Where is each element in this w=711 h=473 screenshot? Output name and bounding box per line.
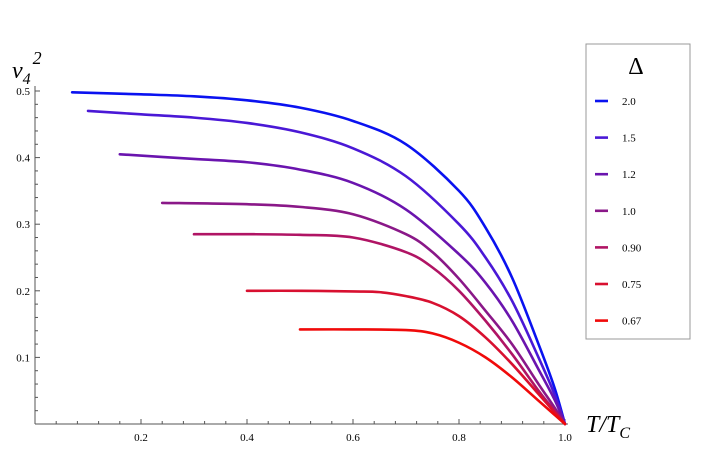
series-line-1.0 bbox=[160, 201, 567, 426]
axes-layer bbox=[34, 86, 568, 425]
y-tick-label: 0.5 bbox=[16, 86, 30, 98]
y-axis-label-sub: 4 bbox=[23, 71, 31, 88]
y-axis-label-sup: 2 bbox=[33, 48, 42, 68]
legend-label: 1.2 bbox=[622, 169, 636, 181]
legend-label: 2.0 bbox=[622, 96, 636, 108]
y-tick-label: 0.2 bbox=[16, 286, 30, 298]
series-line-2.0 bbox=[70, 91, 567, 426]
x-axis-label-main: T/T bbox=[586, 412, 621, 438]
series-line-1.2 bbox=[118, 152, 567, 426]
legend-label: 1.5 bbox=[622, 133, 636, 145]
x-axis-label: T/TC bbox=[586, 412, 630, 442]
x-tick-label: 0.8 bbox=[452, 432, 466, 444]
legend-label: 1.0 bbox=[622, 206, 636, 218]
x-tick-label: 0.6 bbox=[346, 432, 360, 444]
legend-title: Δ bbox=[628, 54, 643, 80]
legend-label: 0.67 bbox=[622, 316, 642, 328]
x-tick-label: 0.4 bbox=[240, 432, 254, 444]
y-tick-label: 0.3 bbox=[16, 219, 30, 231]
legend-label: 0.90 bbox=[622, 242, 642, 254]
series-line-0.67 bbox=[298, 328, 567, 426]
y-axis-label: v42 bbox=[12, 48, 42, 88]
x-axis-label-sub: C bbox=[619, 425, 630, 442]
y-tick-label: 0.4 bbox=[16, 153, 30, 165]
series-line-0.90 bbox=[192, 232, 567, 426]
x-tick-label: 1.0 bbox=[558, 432, 572, 444]
series-line-0.75 bbox=[245, 289, 567, 426]
legend-box bbox=[585, 43, 691, 340]
y-axis-label-main: v bbox=[12, 58, 23, 84]
y-tick-label: 0.1 bbox=[16, 352, 30, 364]
series-layer bbox=[70, 91, 567, 426]
x-tick-label: 0.2 bbox=[134, 432, 148, 444]
legend-label: 0.75 bbox=[622, 279, 642, 291]
series-line-1.5 bbox=[86, 109, 567, 426]
ticks-layer: 0.2 0.4 0.6 0.8 1.0 0.1 0.2 0.3 0.4 0.5 bbox=[16, 86, 572, 444]
legend-items: 2.0 1.5 1.2 1.0 0.90 0.75 0.67 bbox=[595, 96, 642, 328]
legend: Δ 2.0 1.5 1.2 1.0 0.90 0.75 0.67 bbox=[585, 43, 691, 340]
